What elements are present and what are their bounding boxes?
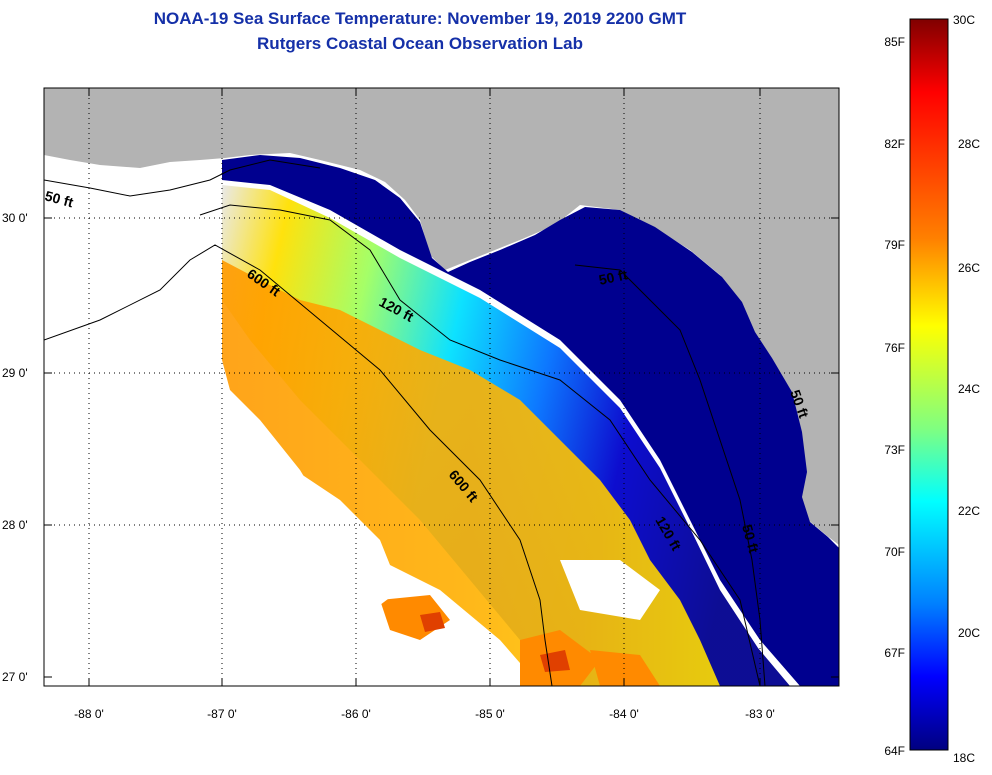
colorbar-f-label: 79F [884,238,905,252]
coastal-land [44,160,222,290]
axis-ticks [44,88,839,686]
lat-label: 27 0' [2,670,28,684]
hot-patches [420,612,570,672]
lat-label: 30 0' [2,211,28,225]
isobath-120ft [199,204,761,686]
lon-label: -83 0' [745,707,775,721]
isobath-600ft [44,244,553,686]
contour-label: 50 ft [597,266,629,288]
colorbar-c-label: 22C [958,504,980,518]
colorbar-f-label: 70F [884,545,905,559]
map-title: NOAA-19 Sea Surface Temperature: Novembe… [153,9,687,28]
colorbar-f-label: 73F [884,443,905,457]
colorbar-f-label: 64F [884,744,905,758]
lon-label: -88 0' [74,707,104,721]
colorbar-f-label: 82F [884,137,905,151]
cold-water [222,155,839,686]
warm-patches [380,595,660,686]
isobath-50ft-west [44,159,321,197]
colorbar-f-label: 85F [884,35,905,49]
colorbar-c-label: 30C [953,13,975,27]
map-subtitle: Rutgers Coastal Ocean Observation Lab [257,34,583,53]
isobath-50ft-east [574,264,766,686]
colorbar-c-label: 26C [958,261,980,275]
lon-label: -87 0' [207,707,237,721]
colorbar [909,18,949,751]
colorbar-f-label: 67F [884,646,905,660]
colorbar-c-label: 18C [953,751,975,765]
land-mass [44,88,839,545]
cloud-gaps [222,440,660,640]
lat-label: 29 0' [2,366,28,380]
colorbar-c-label: 28C [958,137,980,151]
contour-label: 50 ft [43,187,75,210]
colorbar-f-label: 76F [884,341,905,355]
lon-label: -85 0' [475,707,505,721]
lon-label: -84 0' [609,707,639,721]
lon-label: -86 0' [341,707,371,721]
colorbar-c-label: 24C [958,382,980,396]
contour-label: 50 ft [739,523,762,555]
lat-label: 28 0' [2,518,28,532]
colorbar-c-label: 20C [958,626,980,640]
